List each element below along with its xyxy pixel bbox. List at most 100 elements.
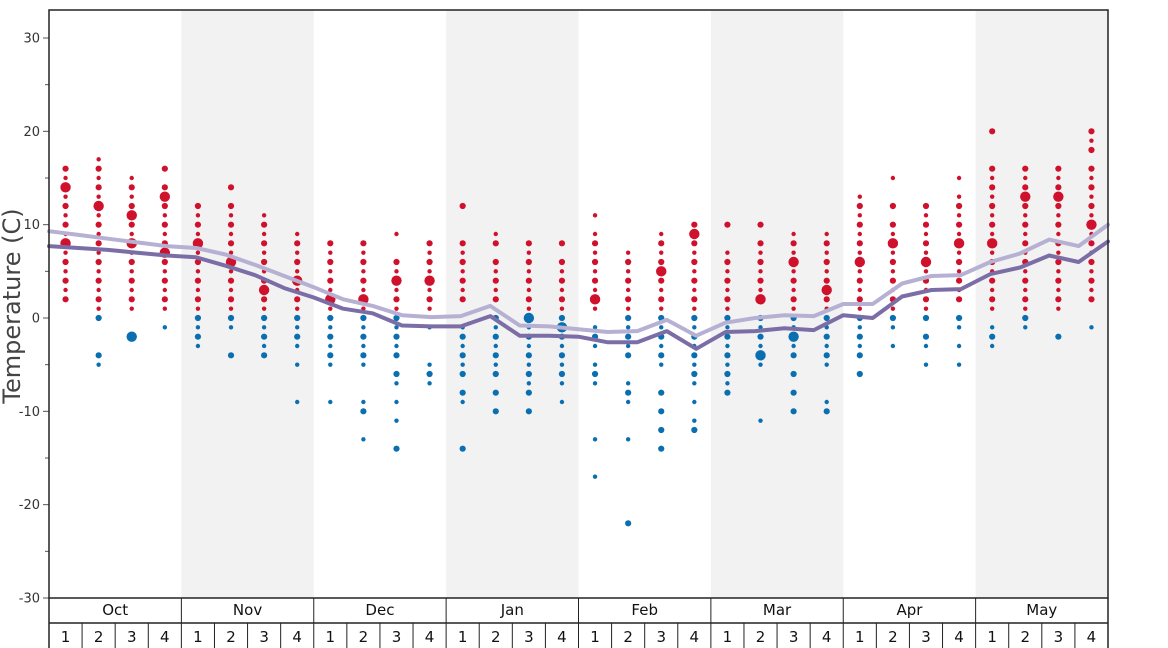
- cold-dot: [459, 333, 466, 340]
- warm-dot: [592, 231, 598, 237]
- cold-dot: [559, 362, 565, 367]
- warm-dot: [589, 294, 601, 305]
- warm-dot: [195, 269, 201, 274]
- cold-dot: [625, 389, 632, 396]
- warm-dot: [691, 221, 698, 228]
- warm-dot: [1023, 306, 1028, 311]
- cold-dot: [758, 343, 763, 349]
- warm-dot: [1022, 165, 1029, 172]
- cold-dot: [725, 381, 730, 386]
- week-label: 3: [789, 628, 799, 646]
- cold-dot: [393, 333, 400, 340]
- cold-dot: [691, 426, 698, 434]
- cold-dot: [989, 343, 995, 349]
- warm-dot: [986, 238, 998, 249]
- week-label: 2: [226, 628, 236, 646]
- warm-dot: [129, 194, 134, 199]
- warm-dot: [1023, 269, 1028, 274]
- y-tick-label: -10: [19, 405, 40, 420]
- cold-dot: [360, 333, 367, 340]
- warm-dot: [823, 258, 830, 266]
- warm-dot: [1056, 213, 1061, 218]
- warm-dot: [724, 221, 731, 228]
- warm-dot: [824, 231, 829, 237]
- cold-dot: [261, 352, 268, 359]
- cold-dot: [427, 362, 432, 367]
- warm-dot: [63, 269, 68, 274]
- warm-dot: [989, 175, 995, 181]
- warm-dot: [427, 306, 432, 311]
- cold-dot: [228, 325, 234, 330]
- warm-dot: [161, 165, 168, 172]
- week-label: 2: [359, 628, 369, 646]
- cold-dot: [493, 362, 498, 367]
- warm-dot: [1022, 296, 1029, 303]
- warm-dot: [161, 277, 168, 284]
- cold-dot: [523, 312, 535, 324]
- week-label: 4: [292, 628, 302, 646]
- warm-dot: [1055, 202, 1062, 210]
- cold-dot: [790, 352, 797, 359]
- warm-dot: [955, 277, 963, 284]
- warm-dot: [129, 306, 134, 311]
- cold-dot: [824, 343, 829, 349]
- y-tick-label: 30: [23, 32, 40, 47]
- cold-dot: [393, 352, 400, 359]
- cold-dot: [956, 343, 962, 349]
- x-axis: Oct Nov Dec Jan Feb Mar Apr May 1 2 3 4 1 2 3 4 1 2 3 4 1 2 3 4…: [48, 598, 1109, 648]
- warm-dot: [62, 202, 69, 210]
- warm-dot: [261, 306, 267, 311]
- month-label: Jan: [500, 601, 524, 619]
- cold-dot: [625, 381, 631, 386]
- warm-dot: [96, 269, 101, 274]
- warm-dot: [261, 231, 267, 237]
- warm-dot: [1023, 231, 1028, 237]
- cold-dot: [758, 362, 763, 367]
- month-band: [446, 10, 579, 598]
- warm-dot: [525, 277, 532, 284]
- cold-dot: [459, 389, 466, 396]
- cold-dot: [692, 399, 697, 405]
- warm-dot: [261, 296, 268, 303]
- warm-dot: [591, 277, 599, 284]
- warm-dot: [890, 306, 896, 311]
- warm-dot: [227, 240, 235, 247]
- warm-dot: [493, 231, 498, 237]
- warm-dot: [161, 296, 168, 303]
- warm-dot: [658, 296, 665, 303]
- warm-dot: [426, 240, 433, 247]
- warm-dot: [857, 287, 862, 293]
- cold-dot: [525, 389, 532, 396]
- cold-dot: [823, 314, 830, 322]
- warm-dot: [890, 175, 896, 181]
- warm-dot: [227, 202, 235, 210]
- cold-dot: [857, 343, 862, 349]
- warm-dot: [360, 240, 367, 247]
- warm-dot: [923, 269, 929, 274]
- warm-dot: [162, 231, 168, 237]
- cold-dot: [492, 389, 499, 396]
- warm-dot: [126, 210, 137, 221]
- week-label: 1: [987, 628, 997, 646]
- warm-dot: [689, 228, 700, 240]
- cold-dot: [725, 362, 730, 367]
- warm-dot: [856, 296, 863, 303]
- warm-dot: [227, 277, 235, 284]
- warm-dot: [922, 221, 930, 228]
- warm-dot: [1056, 175, 1061, 181]
- warm-dot: [1088, 202, 1095, 210]
- warm-dot: [692, 250, 697, 255]
- warm-dot: [328, 287, 333, 293]
- cold-dot: [857, 325, 862, 330]
- warm-dot: [60, 182, 71, 193]
- warm-dot: [625, 306, 631, 311]
- cold-dot: [724, 314, 731, 322]
- warm-dot: [459, 202, 466, 210]
- cold-dot: [592, 325, 598, 330]
- warm-dot: [1089, 213, 1094, 218]
- cold-dot: [790, 408, 797, 415]
- cold-dot: [592, 437, 598, 442]
- warm-dot: [1022, 240, 1029, 247]
- warm-dot: [790, 240, 797, 247]
- warm-dot: [724, 277, 731, 284]
